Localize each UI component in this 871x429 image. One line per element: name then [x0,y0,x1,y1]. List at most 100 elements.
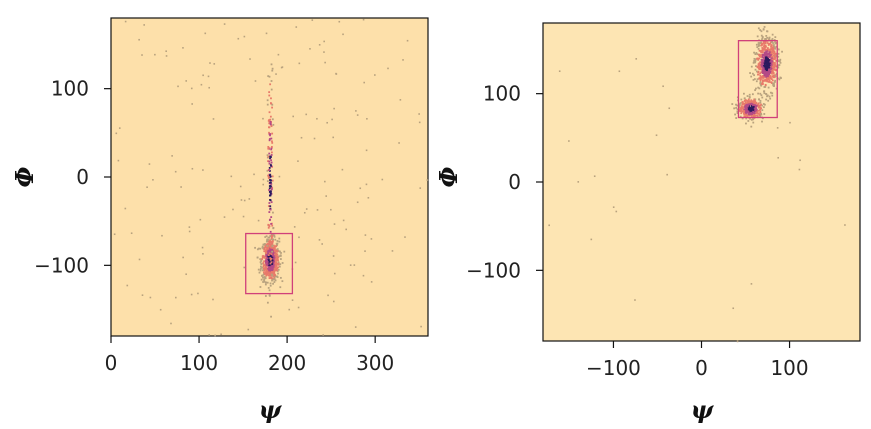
scatter-point [772,72,775,74]
scatter-point [270,240,273,243]
scatter-point [327,294,329,297]
scatter-point [764,42,767,45]
scatter-point [269,208,272,211]
scatter-point [755,65,757,67]
scatter-point [744,101,747,103]
scatter-point [387,67,389,70]
scatter-point [262,276,264,279]
x-tick-label: 300 [356,351,394,375]
scatter-point [268,94,271,97]
scatter-point [769,97,772,100]
scatter-point [759,110,762,113]
scatter-point [740,112,743,115]
scatter-point [264,295,267,297]
scatter-point [761,59,763,62]
scatter-point [316,117,318,120]
scatter-point [279,286,282,289]
scatter-point [757,86,760,89]
scatter-point [768,62,771,65]
scatter-point [738,103,741,106]
scatter-point [138,258,141,261]
scatter-point [736,104,739,107]
scatter-point [335,73,338,75]
scatter-point [283,250,286,253]
scatter-point [253,173,255,176]
scatter-point [263,271,265,274]
scatter-point [269,118,272,121]
scatter-point [214,334,216,337]
scatter-point [765,57,768,59]
scatter-point [770,56,773,59]
scatter-point [757,70,760,73]
scatter-point [759,67,761,69]
scatter-point [761,96,764,99]
scatter-point [202,169,204,171]
scatter-point [767,80,770,83]
scatter-point [323,51,325,53]
scatter-point [268,262,271,264]
scatter-point [268,131,270,134]
scatter-point [754,59,757,62]
scatter-point [280,252,282,254]
scatter-point [763,86,766,88]
scatter-point [767,75,769,78]
scatter-point [270,266,272,268]
scatter-point [753,102,756,105]
scatter-point [267,255,270,258]
scatter-point [270,102,272,104]
scatter-point [746,105,749,108]
scatter-point [275,255,278,258]
scatter-point [266,156,269,159]
scatter-point [763,71,766,74]
scatter-point [593,175,596,178]
y-tick-label: 100 [483,82,521,106]
scatter-point [750,111,752,114]
scatter-point [772,45,775,48]
scatter-point [272,246,275,249]
scatter-point [175,296,177,299]
scatter-point [265,267,268,270]
scatter-point [263,246,266,249]
scatter-point [165,55,168,57]
scatter-point [758,106,760,109]
scatter-point [264,266,267,269]
scatter-point [265,243,268,246]
scatter-point [281,262,284,264]
scatter-point [766,52,769,55]
scatter-point [223,216,226,218]
scatter-point [762,106,765,109]
scatter-point [756,35,759,38]
scatter-point [757,48,760,50]
scatter-point [263,276,266,278]
scatter-point [268,277,271,279]
scatter-point [263,280,266,283]
scatter-point [269,257,272,259]
scatter-point [275,261,277,264]
scatter-point [757,58,760,61]
scatter-point [764,45,766,47]
scatter-point [269,239,271,242]
scatter-point [249,58,251,60]
scatter-point [295,26,298,28]
scatter-point [751,93,754,96]
scatter-point [771,47,774,50]
scatter-point [267,177,270,179]
scatter-point [763,42,765,45]
scatter-point [766,71,769,74]
scatter-point [754,58,757,61]
scatter-point [275,252,278,255]
scatter-point [756,57,758,60]
x-tick-label: −100 [586,356,641,380]
scatter-point [735,103,737,106]
scatter-point [770,82,773,84]
scatter-point [765,65,768,68]
scatter-point [272,267,275,270]
scatter-point [381,178,384,181]
scatter-point [130,232,133,235]
scatter-point [753,99,756,102]
scatter-point [275,269,278,272]
scatter-point [755,109,758,112]
scatter-point [276,257,279,260]
scatter-point [264,276,266,279]
